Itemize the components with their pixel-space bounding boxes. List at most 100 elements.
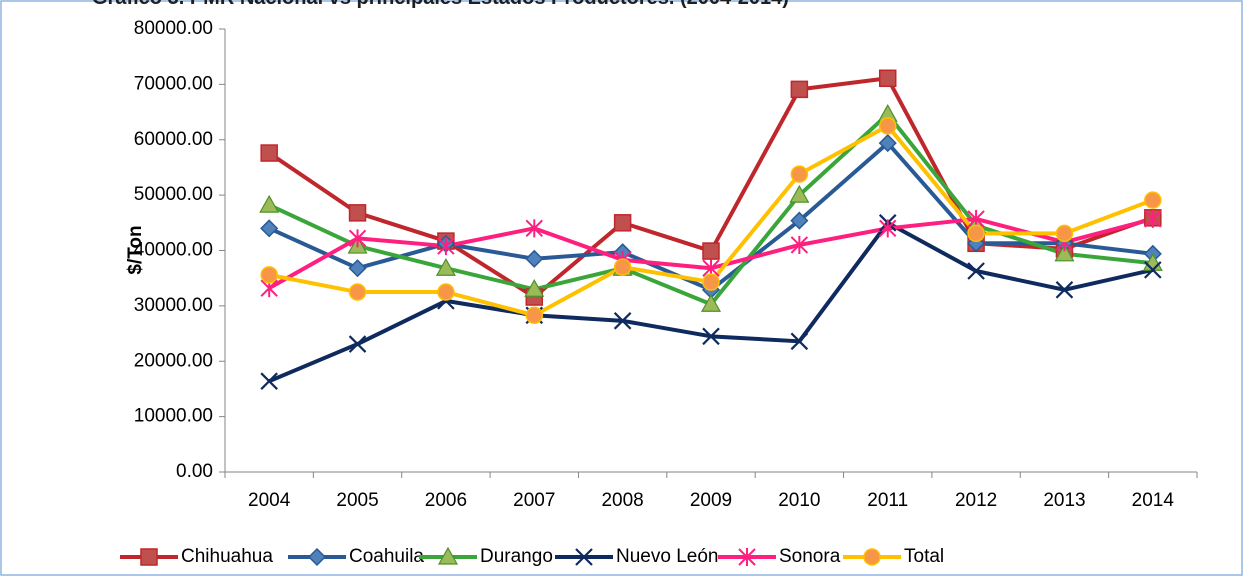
marker-shape: [1055, 281, 1074, 299]
data-point: [260, 266, 278, 284]
data-point: [1144, 209, 1162, 228]
data-point: [1054, 243, 1075, 262]
y-tick-label: 20000.00: [134, 350, 213, 371]
marker-shape: [790, 211, 809, 230]
data-point: [790, 235, 809, 254]
data-point: [348, 229, 367, 248]
marker-shape: [967, 224, 985, 243]
marker-shape: [863, 548, 881, 566]
marker-shape: [260, 372, 278, 390]
data-point: [525, 219, 543, 238]
marker-shape: [140, 548, 158, 566]
data-point: [525, 306, 544, 325]
x-tick-label: 2007: [513, 490, 555, 511]
marker-shape: [525, 249, 544, 268]
x-tick-label: 2013: [1043, 490, 1085, 511]
marker-shape: [790, 165, 809, 183]
data-point: [790, 332, 809, 351]
marker-shape: [435, 257, 456, 276]
data-point: [437, 237, 455, 256]
marker-shape: [1144, 209, 1162, 228]
marker-shape: [260, 219, 279, 238]
x-tick-label: 2004: [248, 490, 291, 511]
data-point: [259, 194, 280, 213]
y-tick-label: 80000.00: [134, 18, 213, 39]
marker-shape: [1054, 243, 1075, 262]
data-point: [613, 258, 632, 276]
data-point: [702, 327, 720, 346]
legend-marker: [307, 547, 327, 567]
legend-label: Durango: [480, 546, 553, 567]
marker-shape: [789, 184, 810, 203]
marker-shape: [878, 134, 897, 153]
legend-marker: [140, 548, 158, 566]
marker-shape: [260, 266, 278, 284]
data-point: [967, 262, 985, 280]
data-point: [435, 257, 456, 276]
data-point: [789, 184, 810, 203]
marker-shape: [437, 237, 455, 256]
data-point: [967, 224, 985, 243]
data-point: [1144, 261, 1162, 279]
data-point: [878, 69, 897, 88]
data-point: [702, 242, 720, 260]
data-point: [878, 134, 897, 153]
marker-shape: [348, 283, 367, 301]
chart-title: Gráfico 3. PMR Nacional vs principales E…: [92, 0, 789, 9]
data-point: [524, 279, 545, 297]
data-point: [348, 259, 367, 278]
marker-shape: [524, 279, 545, 297]
marker-shape: [307, 547, 327, 567]
data-point: [878, 117, 897, 135]
marker-shape: [738, 548, 756, 566]
legend-marker: [863, 548, 881, 566]
x-tick-label: 2010: [778, 490, 820, 511]
marker-shape: [878, 69, 897, 88]
marker-shape: [613, 312, 632, 330]
data-point: [790, 80, 809, 99]
marker-shape: [702, 273, 720, 291]
marker-shape: [790, 235, 809, 254]
legend-label: Chihuahua: [181, 546, 273, 567]
data-point: [1144, 191, 1162, 209]
data-point: [260, 144, 278, 162]
marker-shape: [967, 262, 985, 280]
marker-shape: [348, 204, 367, 222]
data-point: [702, 273, 720, 291]
x-tick-label: 2008: [601, 490, 643, 511]
y-tick-label: 70000.00: [134, 73, 213, 94]
y-tick-label: 60000.00: [134, 129, 213, 150]
data-point: [260, 219, 279, 238]
data-point: [348, 204, 367, 222]
marker-shape: [967, 234, 986, 253]
marker-shape: [1144, 261, 1162, 279]
y-tick-label: 0.00: [176, 461, 213, 482]
x-tick-label: 2009: [690, 490, 732, 511]
data-point: [348, 283, 367, 301]
y-tick-label: 40000.00: [134, 240, 213, 261]
marker-shape: [702, 327, 720, 346]
data-point: [525, 249, 544, 268]
legend-label: Sonora: [779, 546, 841, 567]
data-point: [1055, 281, 1074, 299]
y-tick-label: 50000.00: [134, 184, 213, 205]
data-point: [437, 283, 455, 301]
marker-shape: [348, 259, 367, 278]
marker-shape: [700, 293, 722, 312]
marker-shape: [437, 546, 459, 565]
marker-shape: [613, 258, 632, 276]
x-tick-label: 2011: [867, 490, 908, 511]
data-point: [967, 234, 986, 253]
y-tick-label: 30000.00: [134, 295, 213, 316]
legend-label: Nuevo León: [616, 546, 718, 567]
marker-shape: [525, 306, 544, 325]
data-point: [260, 372, 278, 390]
marker-shape: [790, 332, 809, 351]
marker-shape: [878, 117, 897, 135]
data-point: [1055, 224, 1074, 243]
data-point: [613, 214, 632, 232]
marker-shape: [613, 214, 632, 232]
x-tick-label: 2012: [955, 490, 997, 511]
marker-shape: [525, 219, 543, 238]
